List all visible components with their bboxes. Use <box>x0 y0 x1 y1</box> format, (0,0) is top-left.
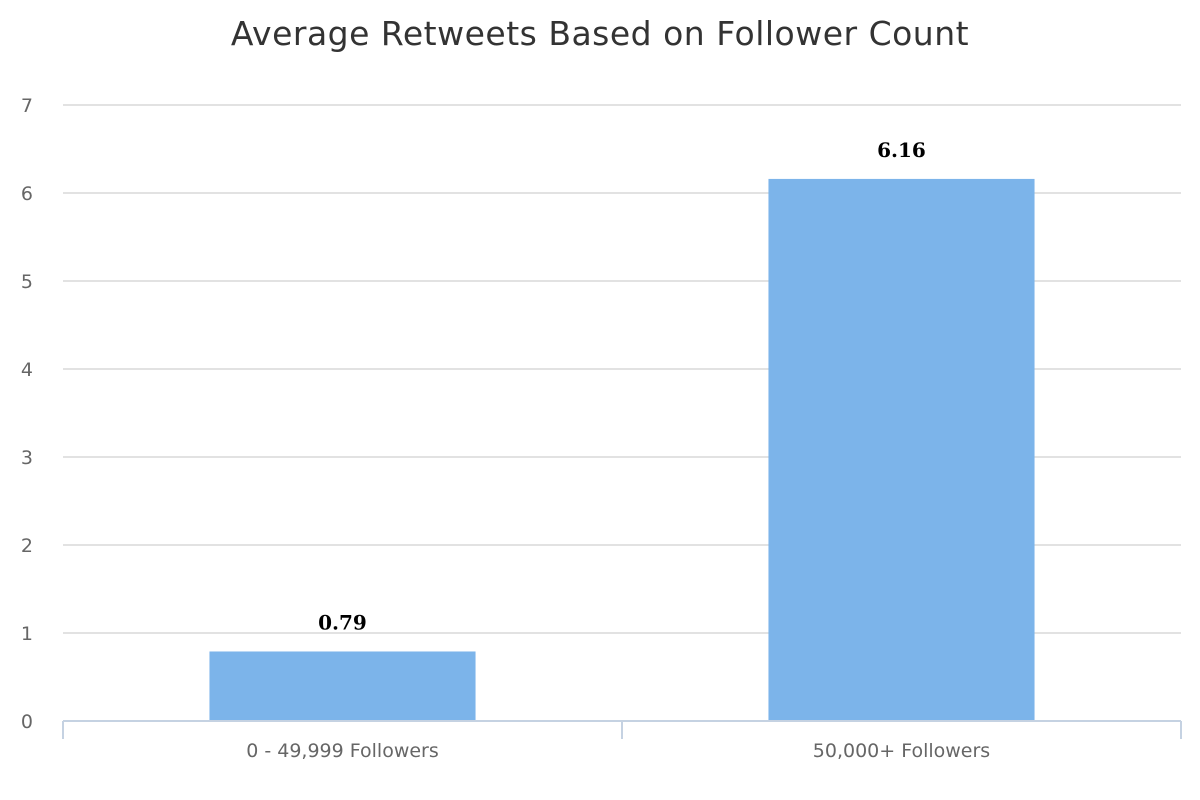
y-tick-label: 3 <box>21 447 33 469</box>
bar[interactable] <box>768 178 1035 722</box>
data-label: 6.16 <box>877 138 926 162</box>
x-tick-label: 0 - 49,999 Followers <box>246 740 439 762</box>
y-tick-label: 5 <box>21 271 33 293</box>
x-tick-label: 50,000+ Followers <box>813 740 990 762</box>
x-axis-ticks: 0 - 49,999 Followers 50,000+ Followers <box>246 740 990 762</box>
y-tick-label: 2 <box>21 535 33 557</box>
x-axis <box>62 720 1182 739</box>
bars <box>209 178 1035 722</box>
data-label: 0.79 <box>318 610 367 634</box>
chart-title: Average Retweets Based on Follower Count <box>230 14 970 53</box>
y-axis-ticks: 0 1 2 3 4 5 6 7 <box>21 95 33 733</box>
y-tick-label: 4 <box>21 359 33 381</box>
y-tick-label: 0 <box>21 711 33 733</box>
y-tick-label: 1 <box>21 623 33 645</box>
bar[interactable] <box>209 651 476 721</box>
y-tick-label: 7 <box>21 95 33 117</box>
data-labels: 0.79 6.16 <box>318 138 926 635</box>
y-tick-label: 6 <box>21 183 33 205</box>
